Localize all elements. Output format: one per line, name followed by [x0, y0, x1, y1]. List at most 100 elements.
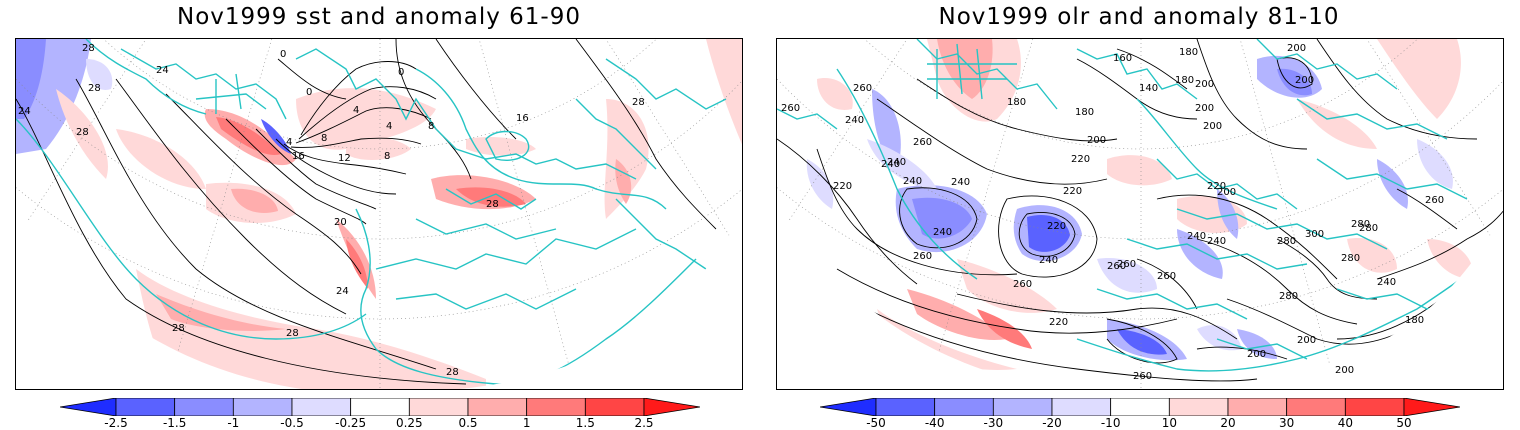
sst-colorbar-svg [59, 397, 701, 417]
olr-contour-label: 260 [1107, 261, 1126, 272]
olr-colorbar-tick-label: -30 [983, 416, 1004, 430]
olr-graticule [777, 39, 1503, 389]
sst-contour-label: 28 [286, 328, 299, 339]
olr-colorbar-tick-label: 10 [1161, 416, 1177, 430]
sst-contour-label: 4 [353, 105, 359, 116]
olr-colorbar-tick-label: 20 [1220, 416, 1236, 430]
olr-contour-label: 180 [1075, 107, 1094, 118]
sst-contour-label: 0 [280, 49, 286, 60]
sst-colorbar-arrow-high [643, 397, 701, 417]
olr-contour-label: 260 [1133, 371, 1152, 382]
olr-contour-label: 280 [1279, 291, 1298, 302]
olr-contour-label: 240 [881, 159, 900, 170]
olr-contour-labels: 160 180 180 200 200 200 200 200 140 180 … [781, 43, 1444, 382]
olr-contour-label: 300 [1305, 229, 1324, 240]
olr-colorbar-tick-label: -10 [1100, 416, 1121, 430]
olr-contour-label: 280 [1351, 219, 1370, 230]
sst-contour-label: 8 [321, 133, 327, 144]
olr-contour-label: 260 [1117, 259, 1136, 270]
olr-contour-label: 240 [1207, 236, 1226, 247]
olr-contour-label: 140 [1139, 83, 1158, 94]
olr-contour-label: 260 [1013, 279, 1032, 290]
olr-contour-label: 260 [1157, 271, 1176, 282]
sst-contour-label: 20 [334, 217, 347, 228]
olr-contour-label: 180 [1007, 97, 1026, 108]
olr-map-canvas: 160 180 180 200 200 200 200 200 140 180 … [777, 39, 1503, 389]
olr-contour-label: 200 [1087, 135, 1106, 146]
sst-colorbar-box [584, 397, 645, 417]
olr-colorbar-tick-label: -50 [866, 416, 886, 430]
sst-colorbar-box [408, 397, 469, 417]
olr-contour-label: 240 [1039, 255, 1058, 266]
olr-contour-label: 240 [845, 115, 864, 126]
sst-colorbar-tick-label: 1.5 [575, 416, 595, 430]
sst-contour-label: 24 [156, 65, 169, 76]
sst-colorbar-box [291, 397, 352, 417]
sst-contour-label: 28 [88, 83, 101, 94]
sst-contour-label: 28 [446, 367, 459, 378]
sst-contour-label: 24 [18, 106, 31, 117]
olr-contour-label: 220 [1049, 317, 1068, 328]
sst-panel-title: Nov1999 sst and anomaly 61-90 [177, 4, 581, 30]
olr-colorbar-arrow-low [819, 397, 877, 417]
olr-contour-label: 260 [913, 137, 932, 148]
olr-contour-label: 200 [1195, 79, 1214, 90]
sst-colorbar-box [350, 397, 410, 417]
sst-map: 0 0 0 4 4 4 8 8 8 12 16 16 20 24 24 24 2… [15, 38, 743, 390]
olr-colorbar-box [1051, 397, 1112, 417]
sst-contour-label: 8 [384, 151, 390, 162]
olr-contour-label: 180 [1179, 47, 1198, 58]
olr-contour-label: 180 [1175, 75, 1194, 86]
sst-contour-label: 28 [76, 127, 89, 138]
olr-contour-label: 280 [1277, 236, 1296, 247]
olr-colorbar-tick-label: -20 [1042, 416, 1062, 430]
sst-contour-label: 8 [428, 121, 434, 132]
olr-contour-label: 240 [1187, 231, 1206, 242]
olr-contour-label: 200 [1247, 349, 1266, 360]
olr-contour-label: 260 [853, 83, 872, 94]
olr-contour-label: 220 [1063, 186, 1082, 197]
olr-contour-label: 260 [913, 251, 932, 262]
sst-contour-label: 0 [398, 67, 404, 78]
olr-contour-label: 220 [1047, 221, 1066, 232]
sst-colorbar [59, 397, 701, 417]
sst-colorbar-box [115, 397, 176, 417]
sst-contour-label: 28 [82, 43, 95, 54]
sst-contour-label: 16 [516, 113, 529, 124]
olr-colorbar-box [992, 397, 1053, 417]
olr-contour-label: 200 [1297, 335, 1316, 346]
olr-contour-label: 280 [1341, 253, 1360, 264]
sst-contours [16, 39, 717, 385]
olr-colorbar-box [1110, 397, 1170, 417]
olr-colorbar-tick-label: -40 [924, 416, 945, 430]
olr-contour-label: 240 [951, 177, 970, 188]
olr-colorbar [819, 397, 1461, 417]
olr-colorbar-tick-label: 50 [1396, 416, 1412, 430]
sst-colorbar-tick-label: -0.25 [335, 416, 367, 430]
sst-contour-label: 4 [386, 121, 392, 132]
olr-contour-label: 240 [903, 176, 922, 187]
sst-contour-label: 28 [632, 97, 645, 108]
sst-colorbar-tick-label: 1 [522, 416, 531, 430]
sst-map-canvas: 0 0 0 4 4 4 8 8 8 12 16 16 20 24 24 24 2… [16, 39, 742, 389]
olr-contour-label: 200 [1195, 103, 1214, 114]
sst-colorbar-box [174, 397, 234, 417]
olr-colorbar-arrow-high [1403, 397, 1461, 417]
sst-colorbar-arrow-low [59, 397, 117, 417]
sst-colorbar-tick-label: 0.5 [458, 416, 478, 430]
olr-panel-title: Nov1999 olr and anomaly 81-10 [938, 4, 1340, 30]
olr-contour-label: 200 [1217, 187, 1236, 198]
sst-contour-label: 28 [172, 323, 185, 334]
sst-colorbar-box [526, 397, 586, 417]
sst-colorbar-tick-label: -2.5 [104, 416, 128, 430]
olr-colorbar-box [1286, 397, 1346, 417]
olr-contour-label: 180 [1405, 315, 1424, 326]
olr-colorbar-box [1344, 397, 1405, 417]
olr-map: 160 180 180 200 200 200 200 200 140 180 … [776, 38, 1504, 390]
sst-colorbar-tick-label: 0.25 [395, 416, 423, 430]
olr-contour-label: 200 [1335, 365, 1354, 376]
olr-colorbar-box [1227, 397, 1288, 417]
sst-colorbar-box [467, 397, 528, 417]
olr-colorbar-box [875, 397, 936, 417]
olr-contour-label: 280 [1359, 223, 1378, 234]
